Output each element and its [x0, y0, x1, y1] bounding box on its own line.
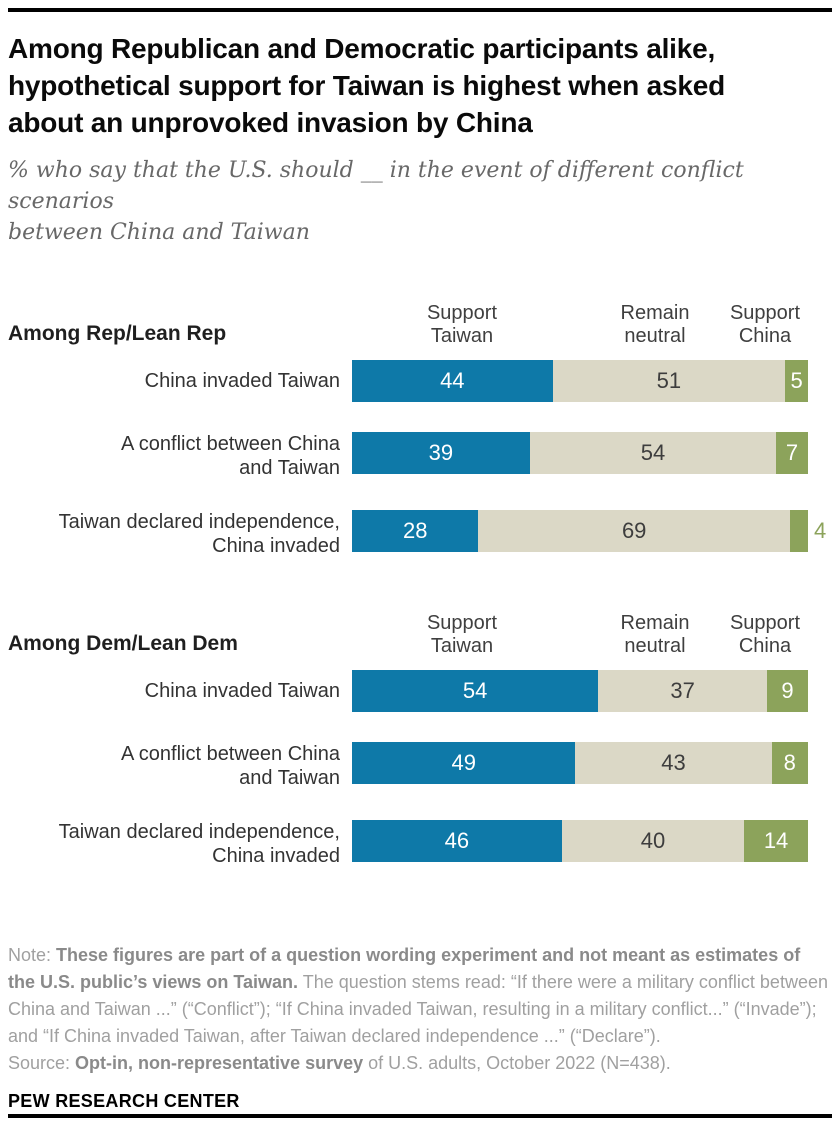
note-text: Note: These figures are part of a questi… [8, 942, 832, 1050]
bar-segment-support-taiwan: 46 [352, 820, 562, 862]
bar-value: 54 [462, 678, 488, 703]
chart-row-dem-conflict: A conflict between China and Taiwan 49 4… [8, 742, 832, 790]
source-bold-text: Opt-in, non-representative survey [75, 1053, 364, 1073]
bar-value: 7 [785, 440, 799, 465]
column-header-support-taiwan: Support Taiwan [426, 302, 498, 347]
dem-column-headers: Support Taiwan Remain neutral Support Ch… [352, 612, 808, 658]
bar-value: 43 [661, 750, 686, 775]
bar-segment-support-china: 8 [771, 742, 808, 784]
bar-segment-remain-neutral: 40 [561, 820, 745, 862]
bottom-rule [8, 1114, 832, 1118]
bar-segment-support-taiwan: 28 [352, 510, 479, 552]
row-label: China invaded Taiwan [144, 370, 340, 392]
stacked-bar: 54 37 9 [352, 670, 808, 712]
chart-subtitle: % who say that the U.S. should __ in the… [8, 158, 744, 245]
bar-value: 28 [402, 518, 428, 543]
stacked-bar: 49 43 8 [352, 742, 808, 784]
chart-row-dem-declare: Taiwan declared independence, China inva… [8, 820, 832, 868]
footer-brand: PEW RESEARCH CENTER [8, 1091, 240, 1111]
bar-segment-support-china: 5 [785, 360, 808, 402]
note-bold-text: These figures are part of a question wor… [8, 945, 801, 992]
row-label: A conflict between China and Taiwan [120, 743, 340, 789]
bar-segment-support-taiwan: 39 [352, 432, 530, 474]
row-label: A conflict between China and Taiwan [120, 433, 340, 479]
bar-segment-support-taiwan: 44 [352, 360, 553, 402]
bar-value: 39 [428, 440, 454, 465]
group-label-rep: Among Rep/Lean Rep [8, 322, 227, 345]
stacked-bar: 39 54 7 [352, 432, 808, 474]
chart-row-rep-declare: Taiwan declared independence, China inva… [8, 510, 832, 558]
row-label: China invaded Taiwan [144, 680, 340, 702]
source-text: Source: Opt-in, non-representative surve… [8, 1050, 832, 1077]
bar-segment-remain-neutral: 69 [478, 510, 790, 552]
rep-chart-section: Among Rep/Lean Rep Support Taiwan Remain… [8, 302, 832, 558]
stacked-bar: 44 51 5 [352, 360, 808, 402]
source-rest-text: of U.S. adults, October 2022 (N=438). [363, 1053, 671, 1073]
rep-column-headers: Support Taiwan Remain neutral Support Ch… [352, 302, 808, 348]
bar-value: 69 [621, 518, 647, 543]
bar-value: 40 [640, 828, 666, 853]
bar-value: 14 [763, 828, 789, 853]
note-rest-text: The question stems read: “If there were … [8, 972, 828, 1046]
bar-segment-remain-neutral: 51 [552, 360, 786, 402]
stacked-bar: 28 69 4 [352, 510, 826, 552]
rep-rows: China invaded Taiwan 44 51 5 A conflict … [8, 360, 832, 558]
bar-value-outside: 4 [814, 518, 827, 543]
bar-value: 54 [640, 440, 666, 465]
chart-row-dem-invade: China invaded Taiwan 54 37 9 [8, 670, 832, 712]
bar-segment-support-china: 9 [766, 670, 808, 712]
row-label: Taiwan declared independence, China inva… [58, 511, 340, 557]
bar-segment-remain-neutral: 37 [598, 670, 767, 712]
column-header-remain-neutral: Remain neutral [620, 612, 690, 657]
bar-segment-remain-neutral: 43 [575, 742, 772, 784]
bar-value: 9 [781, 678, 794, 703]
dem-rows: China invaded Taiwan 54 37 9 A conflict … [8, 670, 832, 868]
column-header-support-china: Support China [729, 302, 801, 347]
bar-value: 49 [451, 750, 476, 775]
bar-value: 51 [656, 368, 682, 393]
column-header-support-china: Support China [729, 612, 801, 657]
bar-segment-support-china: 4 [789, 510, 826, 552]
bar-value: 5 [790, 368, 803, 393]
top-rule [8, 8, 832, 12]
bar-value: 37 [670, 678, 695, 703]
bar-value: 44 [440, 368, 465, 393]
column-header-support-taiwan: Support Taiwan [426, 612, 498, 657]
bar-value: 46 [444, 828, 470, 853]
bar-value: 8 [783, 750, 796, 775]
source-prefix: Source: [8, 1053, 76, 1073]
chart-row-rep-conflict: A conflict between China and Taiwan 39 5… [8, 432, 832, 480]
bar-segment-support-china: 14 [744, 820, 808, 862]
column-header-remain-neutral: Remain neutral [620, 302, 690, 347]
stacked-bar: 46 40 14 [352, 820, 808, 862]
bar-segment-support-china: 7 [776, 432, 808, 474]
group-label-dem: Among Dem/Lean Dem [8, 632, 238, 655]
page-title: Among Republican and Democratic particip… [8, 33, 725, 138]
bar-segment-support-taiwan: 49 [352, 742, 576, 784]
dem-header-row: Among Dem/Lean Dem Support Taiwan Remain… [8, 612, 832, 658]
chart-row-rep-invade: China invaded Taiwan 44 51 5 [8, 360, 832, 402]
row-label: Taiwan declared independence, China inva… [58, 821, 340, 867]
dem-chart-section: Among Dem/Lean Dem Support Taiwan Remain… [8, 612, 832, 868]
bar-segment-remain-neutral: 54 [529, 432, 777, 474]
rep-header-row: Among Rep/Lean Rep Support Taiwan Remain… [8, 302, 832, 348]
note-prefix: Note: [8, 945, 57, 965]
bar-segment-support-taiwan: 54 [352, 670, 599, 712]
